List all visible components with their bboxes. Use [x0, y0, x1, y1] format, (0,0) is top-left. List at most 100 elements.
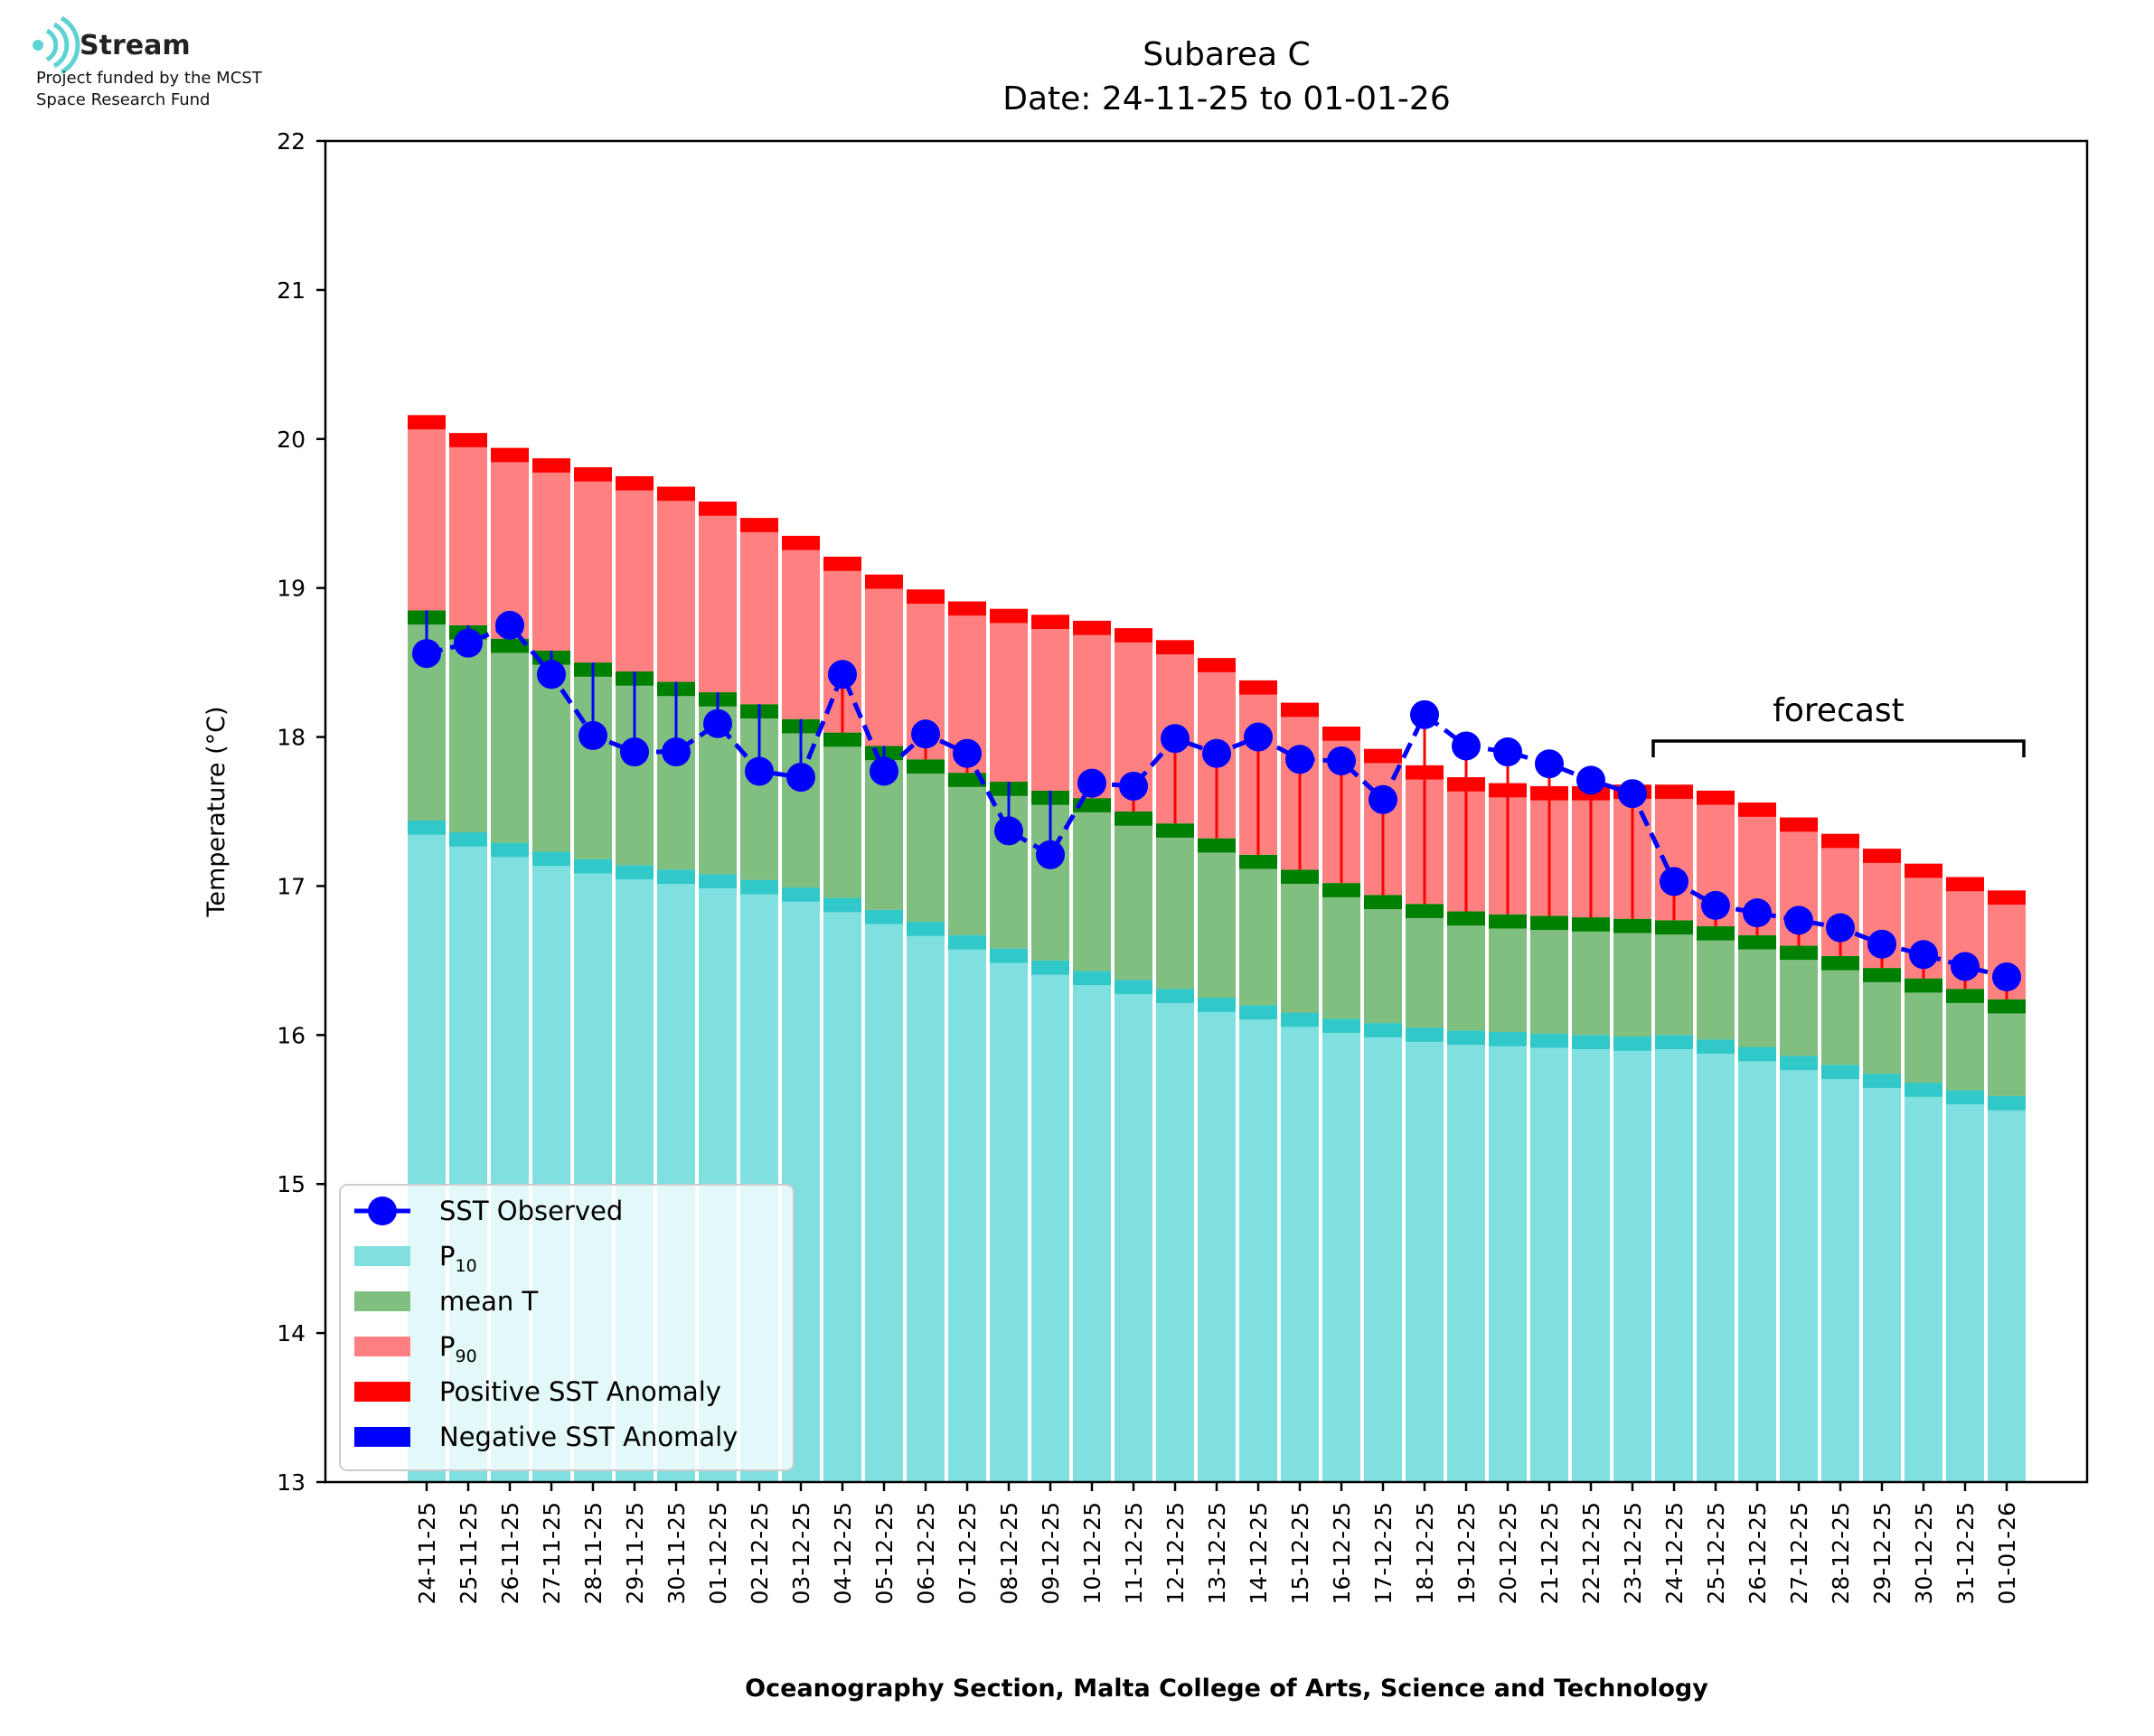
mean-bar	[1073, 798, 1111, 971]
mean-bar	[1905, 978, 1942, 1084]
sst-series	[412, 610, 2021, 992]
legend-label-subscript: 90	[456, 1347, 477, 1366]
p10-bar	[1613, 1036, 1651, 1482]
sst-observed-point	[1285, 745, 1314, 774]
mean-bar	[1530, 915, 1568, 1034]
sst-observed-point	[1701, 890, 1730, 920]
mean-bar	[1447, 911, 1485, 1031]
p90-band	[948, 601, 986, 616]
x-tick-label: 30-11-25	[663, 1502, 690, 1604]
y-tick-label: 15	[277, 1171, 306, 1197]
sst-observed-point	[1951, 952, 1980, 981]
legend-box	[339, 1184, 795, 1471]
p10-band	[1655, 1035, 1693, 1049]
x-tick-label: 09-12-25	[1038, 1502, 1064, 1604]
x-tick-label: 17-12-25	[1370, 1502, 1397, 1604]
sst-observed-point	[620, 737, 649, 767]
mean-band	[1738, 934, 1776, 950]
p10-band	[990, 948, 1028, 963]
x-tick-label: 24-12-25	[1661, 1502, 1688, 1604]
legend-swatch	[354, 1246, 410, 1266]
y-tick-label: 14	[277, 1320, 306, 1347]
p10-bar	[1073, 971, 1111, 1482]
sst-observed-point	[828, 660, 857, 690]
sst-observed-point	[1161, 724, 1190, 754]
chart-subtitle: Date: 24-11-25 to 01-01-26	[1002, 80, 1450, 117]
mean-bar	[1364, 895, 1402, 1024]
x-tick-label: 02-12-25	[747, 1502, 773, 1604]
legend-label-subscript: 10	[456, 1256, 477, 1276]
p10-bar	[1988, 1095, 2026, 1482]
x-tick-label: 23-12-25	[1620, 1502, 1646, 1604]
mean-bar	[948, 773, 986, 935]
y-tick-label: 18	[277, 725, 306, 751]
p90-band	[1738, 802, 1776, 817]
bar-group	[1489, 783, 1527, 1482]
forecast-bracket-line	[1651, 739, 2026, 757]
mean-bar	[1198, 838, 1236, 999]
p90-band	[1156, 640, 1194, 655]
mean-band	[1406, 904, 1444, 918]
p10-bar	[1905, 1083, 1942, 1482]
sst-observed-point	[412, 639, 441, 669]
p90-bar	[865, 574, 903, 746]
p90-band	[616, 476, 654, 491]
bar-group	[907, 589, 945, 1482]
mean-band	[491, 638, 529, 653]
p10-band	[1697, 1039, 1735, 1054]
mean-band	[1198, 838, 1236, 853]
forecast-bracket: forecast	[1651, 692, 2026, 757]
logo-funding-line2: Space Research Fund	[36, 90, 210, 109]
p10-band	[574, 859, 612, 874]
sst-observed-point	[1327, 746, 1356, 775]
p10-band	[1198, 998, 1236, 1012]
p90-bar	[782, 535, 820, 719]
bar-group	[1821, 833, 1859, 1482]
y-axis-label: Temperature (°C)	[202, 706, 230, 917]
p10-band	[1281, 1012, 1319, 1028]
sst-observed-point	[1077, 768, 1106, 798]
bar-group	[990, 608, 1028, 1482]
p90-band	[1780, 817, 1818, 832]
p10-band	[1489, 1032, 1527, 1046]
p10-band	[1613, 1036, 1651, 1051]
p90-band	[1988, 890, 2026, 906]
mean-band	[1988, 999, 2026, 1014]
x-tick-label: 22-12-25	[1578, 1502, 1604, 1604]
p10-bar	[865, 909, 903, 1482]
bar-group	[1530, 785, 1568, 1482]
x-tick-label: 12-12-25	[1162, 1502, 1189, 1604]
legend-entry: Negative SST Anomaly	[354, 1422, 738, 1452]
p90-bar	[1031, 615, 1069, 791]
p90-bar	[532, 458, 570, 651]
sst-observed-point	[1119, 771, 1148, 801]
stream-waves-icon	[33, 15, 80, 75]
y-axis: 13 14 15 16 17 18 19 20 21 22	[277, 128, 325, 1496]
bar-group	[1073, 620, 1111, 1482]
x-tick-label: 06-12-25	[913, 1502, 939, 1604]
x-tick-label: 31-12-25	[1952, 1502, 1979, 1604]
p10-band	[699, 874, 737, 888]
sst-observed-point	[1576, 765, 1605, 795]
mean-band	[1281, 869, 1319, 884]
p10-band	[1780, 1056, 1818, 1071]
p90-band	[823, 557, 861, 571]
sst-observed-point	[703, 708, 732, 738]
p10-bar	[1281, 1012, 1319, 1482]
p10-bar	[1697, 1039, 1735, 1482]
plot-frame	[324, 139, 2089, 1484]
x-tick-label: 07-12-25	[955, 1502, 981, 1604]
p10-band	[1031, 960, 1069, 975]
sst-observed-point	[1410, 699, 1439, 729]
mean-band	[907, 759, 945, 774]
y-tick-label: 20	[277, 427, 306, 453]
mean-bar	[491, 638, 529, 843]
p90-bar	[990, 608, 1028, 783]
p10-band	[1863, 1074, 1901, 1088]
p10-band	[657, 869, 695, 884]
sst-observed-point	[953, 738, 982, 768]
x-tick-label: 29-11-25	[622, 1502, 648, 1604]
x-tick-label: 11-12-25	[1121, 1502, 1147, 1604]
legend-marker	[368, 1196, 397, 1225]
